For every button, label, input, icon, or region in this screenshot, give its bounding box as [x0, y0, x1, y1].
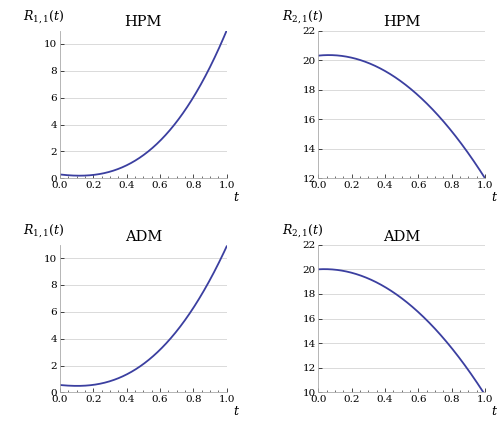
Text: t: t — [492, 191, 496, 204]
Title: ADM: ADM — [124, 229, 162, 244]
Title: HPM: HPM — [383, 15, 420, 29]
Text: t: t — [234, 191, 238, 204]
Text: $R_{1,1}(t)$: $R_{1,1}(t)$ — [24, 8, 64, 24]
Title: HPM: HPM — [124, 15, 162, 29]
Text: t: t — [234, 405, 238, 418]
Text: t: t — [492, 405, 496, 418]
Text: $R_{1,1}(t)$: $R_{1,1}(t)$ — [24, 222, 64, 239]
Title: ADM: ADM — [383, 229, 420, 244]
Text: $R_{2,1}(t)$: $R_{2,1}(t)$ — [282, 8, 323, 24]
Text: $R_{2,1}(t)$: $R_{2,1}(t)$ — [282, 222, 323, 239]
